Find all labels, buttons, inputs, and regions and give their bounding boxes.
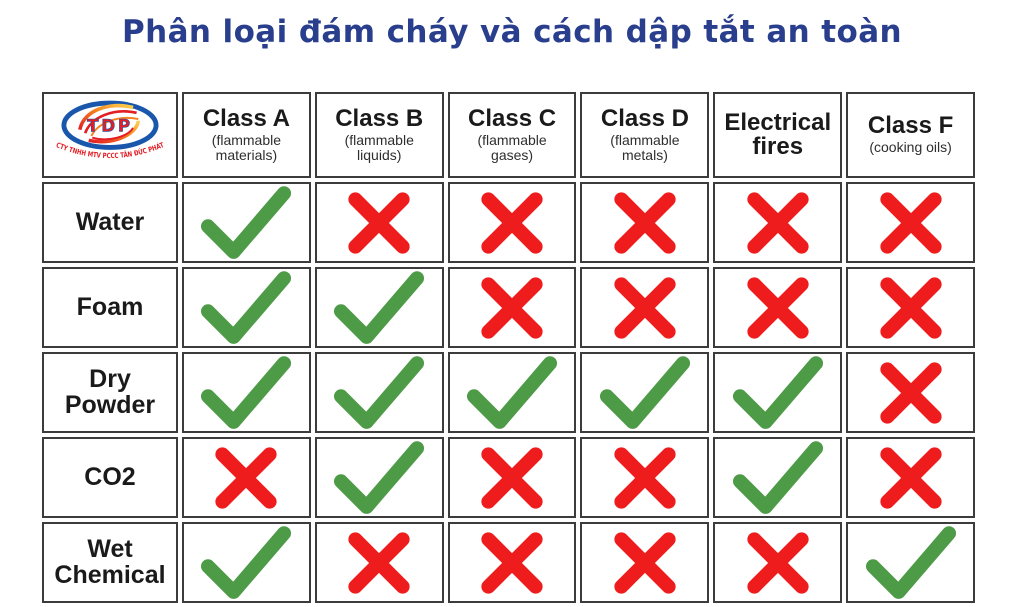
logo-company-name: CTY TNHH MTV PCCC TÂN ĐỨC PHÁT bbox=[55, 140, 165, 160]
row-label-dry-powder: Dry Powder bbox=[42, 352, 178, 433]
cross-icon bbox=[476, 188, 548, 258]
column-label: Class B bbox=[335, 104, 424, 132]
column-label: Class D bbox=[600, 104, 689, 132]
agent-label: Wet Chemical bbox=[54, 535, 166, 589]
column-header-class-c: Class C (flammable gases) bbox=[447, 92, 577, 178]
water-class-c-mark bbox=[447, 182, 577, 263]
cross-icon bbox=[875, 273, 947, 343]
check-icon bbox=[329, 355, 429, 431]
cross-icon bbox=[609, 273, 681, 343]
cross-icon bbox=[343, 188, 415, 258]
dry-powder-class-b-mark bbox=[314, 352, 444, 433]
wet-chemical-class-c-mark bbox=[447, 522, 577, 603]
cross-icon bbox=[476, 528, 548, 598]
cross-icon bbox=[210, 443, 282, 513]
column-subtitle: (flammable liquids) bbox=[344, 131, 414, 163]
check-icon bbox=[595, 355, 695, 431]
agent-label: Water bbox=[75, 207, 145, 236]
fire-class-table: TDP CTY TNHH MTV PCCC TÂN ĐỨC PHÁT Class… bbox=[42, 92, 975, 603]
agent-label: Dry Powder bbox=[64, 365, 156, 419]
co2-class-d-mark bbox=[580, 437, 710, 518]
cross-icon bbox=[476, 273, 548, 343]
cross-icon bbox=[742, 528, 814, 598]
cross-icon bbox=[875, 188, 947, 258]
column-subtitle: (flammable gases) bbox=[477, 131, 547, 163]
foam-class-a-mark bbox=[182, 267, 311, 348]
foam-class-c-mark bbox=[447, 267, 577, 348]
co2-class-a-mark bbox=[182, 437, 311, 518]
foam-class-f-mark bbox=[846, 267, 975, 348]
dry-powder-class-d-mark bbox=[580, 352, 710, 433]
wet-chemical-electrical-fires-mark bbox=[713, 522, 843, 603]
column-subtitle: (flammable metals) bbox=[610, 131, 680, 163]
column-header-electrical-fires: Electrical fires bbox=[713, 92, 843, 178]
dry-powder-class-f-mark bbox=[846, 352, 975, 433]
column-label: Electrical fires bbox=[724, 109, 832, 160]
company-logo-icon: TDP CTY TNHH MTV PCCC TÂN ĐỨC PHÁT bbox=[55, 100, 165, 160]
water-class-f-mark bbox=[846, 182, 975, 263]
agent-label: CO2 bbox=[84, 462, 136, 491]
cross-icon bbox=[742, 273, 814, 343]
column-label: Class F bbox=[867, 112, 954, 140]
logo-cell: TDP CTY TNHH MTV PCCC TÂN ĐỨC PHÁT bbox=[42, 92, 178, 178]
wet-chemical-class-b-mark bbox=[314, 522, 444, 603]
wet-chemical-class-f-mark bbox=[846, 522, 975, 603]
column-label: Class A bbox=[202, 104, 290, 132]
wet-chemical-class-a-mark bbox=[182, 522, 311, 603]
check-icon bbox=[196, 525, 296, 601]
logo-acronym: TDP bbox=[87, 115, 133, 135]
row-label-wet-chemical: Wet Chemical bbox=[42, 522, 178, 603]
co2-class-f-mark bbox=[846, 437, 975, 518]
water-class-a-mark bbox=[182, 182, 311, 263]
foam-class-d-mark bbox=[580, 267, 710, 348]
wet-chemical-class-d-mark bbox=[580, 522, 710, 603]
water-class-d-mark bbox=[580, 182, 710, 263]
page-title: Phân loại đám cháy và cách dập tắt an to… bbox=[121, 14, 903, 50]
cross-icon bbox=[875, 443, 947, 513]
check-icon bbox=[196, 270, 296, 346]
row-label-foam: Foam bbox=[42, 267, 178, 348]
dry-powder-class-c-mark bbox=[447, 352, 577, 433]
cross-icon bbox=[609, 443, 681, 513]
column-subtitle: (cooking oils) bbox=[869, 139, 952, 156]
foam-electrical-fires-mark bbox=[713, 267, 843, 348]
dry-powder-class-a-mark bbox=[182, 352, 311, 433]
water-electrical-fires-mark bbox=[713, 182, 843, 263]
cross-icon bbox=[343, 528, 415, 598]
cross-icon bbox=[875, 358, 947, 428]
check-icon bbox=[728, 440, 828, 516]
column-header-class-a: Class A (flammable materials) bbox=[182, 92, 311, 178]
cross-icon bbox=[476, 443, 548, 513]
co2-class-b-mark bbox=[314, 437, 444, 518]
dry-powder-electrical-fires-mark bbox=[713, 352, 843, 433]
agent-label: Foam bbox=[76, 292, 144, 321]
check-icon bbox=[196, 355, 296, 431]
row-label-water: Water bbox=[42, 182, 178, 263]
column-header-class-f: Class F (cooking oils) bbox=[846, 92, 975, 178]
foam-class-b-mark bbox=[314, 267, 444, 348]
svg-text:CTY TNHH MTV PCCC TÂN ĐỨC PHÁT: CTY TNHH MTV PCCC TÂN ĐỨC PHÁT bbox=[55, 140, 165, 160]
water-class-b-mark bbox=[314, 182, 444, 263]
cross-icon bbox=[742, 188, 814, 258]
check-icon bbox=[462, 355, 562, 431]
column-header-class-d: Class D (flammable metals) bbox=[580, 92, 710, 178]
check-icon bbox=[196, 185, 296, 261]
check-icon bbox=[728, 355, 828, 431]
column-header-class-b: Class B (flammable liquids) bbox=[314, 92, 444, 178]
row-label-co2: CO2 bbox=[42, 437, 178, 518]
cross-icon bbox=[609, 188, 681, 258]
check-icon bbox=[329, 440, 429, 516]
check-icon bbox=[329, 270, 429, 346]
check-icon bbox=[861, 525, 961, 601]
column-label: Class C bbox=[468, 104, 557, 132]
co2-class-c-mark bbox=[447, 437, 577, 518]
co2-electrical-fires-mark bbox=[713, 437, 843, 518]
column-subtitle: (flammable materials) bbox=[211, 131, 282, 163]
cross-icon bbox=[609, 528, 681, 598]
